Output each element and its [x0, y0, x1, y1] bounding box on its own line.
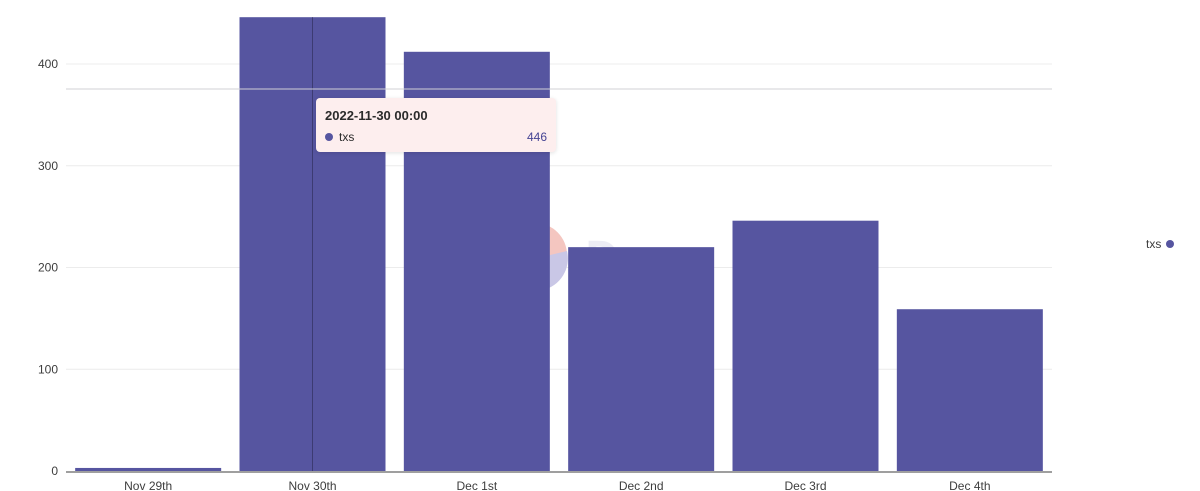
tooltip-title: 2022-11-30 00:00 — [325, 108, 428, 123]
y-tick-label: 400 — [38, 57, 58, 71]
y-axis-ticks: 0 100 200 300 400 — [38, 57, 58, 478]
bar-dec-2nd[interactable] — [568, 247, 715, 471]
legend-label: txs — [1146, 237, 1162, 251]
tooltip-row: txs 446 — [325, 129, 547, 145]
x-tick-label: Dec 1st — [456, 479, 497, 491]
tooltip-series-name: txs — [339, 130, 355, 144]
x-tick-label: Nov 29th — [124, 479, 172, 491]
tooltip: 2022-11-30 00:00 txs 446 — [316, 98, 556, 152]
x-axis-ticks: Nov 29th Nov 30th Dec 1st Dec 2nd Dec 3rd Dec… — [124, 479, 990, 491]
x-tick-label: Dec 2nd — [619, 479, 664, 491]
x-tick-label: Dec 3rd — [784, 479, 826, 491]
bar-dec-3rd[interactable] — [732, 220, 879, 471]
x-tick-label: Nov 30th — [288, 479, 336, 491]
y-tick-label: 0 — [51, 464, 58, 478]
legend-dot-icon — [1166, 240, 1175, 248]
bar-nov-29th[interactable] — [75, 467, 222, 471]
bar-dec-4th[interactable] — [896, 309, 1043, 471]
y-tick-label: 300 — [38, 159, 58, 173]
x-tick-label: Dec 4th — [949, 479, 990, 491]
legend-item-txs[interactable]: txs — [1146, 237, 1175, 251]
tooltip-series-dot-icon — [325, 133, 333, 141]
y-tick-label: 200 — [38, 261, 58, 275]
y-tick-label: 100 — [38, 362, 58, 376]
tooltip-value: 446 — [526, 130, 547, 144]
gridlines — [66, 63, 1052, 370]
